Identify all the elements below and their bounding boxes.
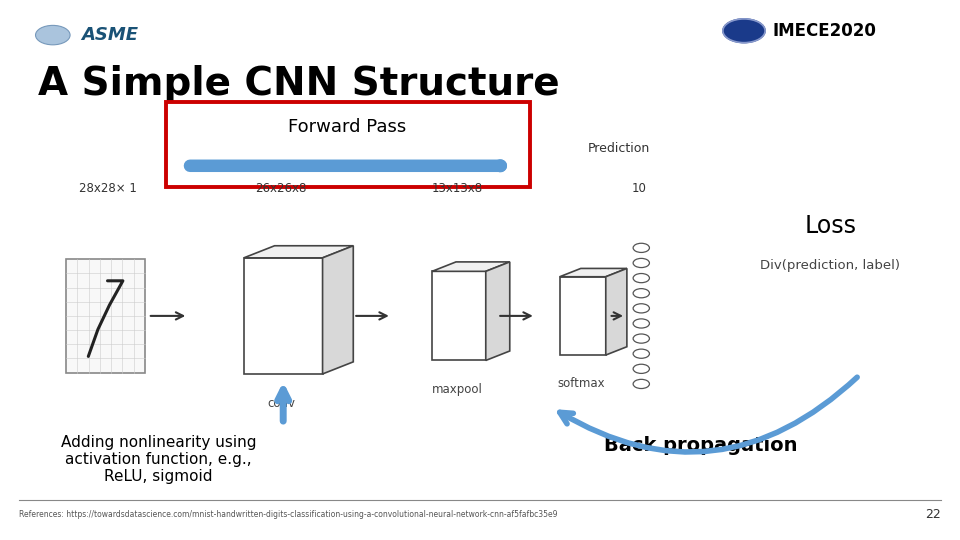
Circle shape <box>634 243 650 252</box>
Polygon shape <box>244 258 323 374</box>
Text: softmax: softmax <box>557 377 605 390</box>
Text: Adding nonlinearity using
activation function, e.g.,
ReLU, sigmoid: Adding nonlinearity using activation fun… <box>60 435 256 484</box>
Text: Div(prediction, label): Div(prediction, label) <box>760 259 900 272</box>
Text: References: https://towardsdatascience.com/mnist-handwritten-digits-classificati: References: https://towardsdatascience.c… <box>19 510 558 518</box>
Circle shape <box>634 273 650 283</box>
FancyBboxPatch shape <box>66 259 145 373</box>
Text: maxpool: maxpool <box>432 383 482 396</box>
Circle shape <box>634 259 650 268</box>
Polygon shape <box>560 268 627 276</box>
Text: 26x26x8: 26x26x8 <box>255 183 307 195</box>
Circle shape <box>634 380 650 389</box>
Text: ASME: ASME <box>82 26 138 44</box>
Text: conv: conv <box>267 397 296 410</box>
FancyBboxPatch shape <box>166 102 530 187</box>
Polygon shape <box>244 246 353 258</box>
Polygon shape <box>323 246 353 374</box>
Text: 22: 22 <box>925 508 941 521</box>
FancyArrowPatch shape <box>560 377 857 452</box>
Circle shape <box>634 303 650 313</box>
Circle shape <box>634 289 650 298</box>
Text: Loss: Loss <box>804 214 856 238</box>
Circle shape <box>723 19 765 43</box>
Circle shape <box>634 334 650 343</box>
Polygon shape <box>432 262 510 271</box>
Text: IMECE2020: IMECE2020 <box>773 22 876 40</box>
Polygon shape <box>486 262 510 361</box>
Polygon shape <box>432 271 486 361</box>
Text: 10: 10 <box>632 183 647 195</box>
Text: Prediction: Prediction <box>588 142 650 155</box>
Circle shape <box>36 25 70 45</box>
Text: Back propagation: Back propagation <box>604 436 798 455</box>
FancyBboxPatch shape <box>725 11 931 51</box>
Polygon shape <box>560 276 606 355</box>
Circle shape <box>634 349 650 359</box>
Circle shape <box>634 364 650 374</box>
Text: A Simple CNN Structure: A Simple CNN Structure <box>38 65 560 103</box>
Text: 13x13x8: 13x13x8 <box>431 183 483 195</box>
FancyArrowPatch shape <box>277 390 289 421</box>
Polygon shape <box>606 268 627 355</box>
Circle shape <box>634 319 650 328</box>
FancyArrowPatch shape <box>190 165 501 166</box>
Text: 28x28× 1: 28x28× 1 <box>79 183 136 195</box>
Text: Forward Pass: Forward Pass <box>288 118 407 136</box>
